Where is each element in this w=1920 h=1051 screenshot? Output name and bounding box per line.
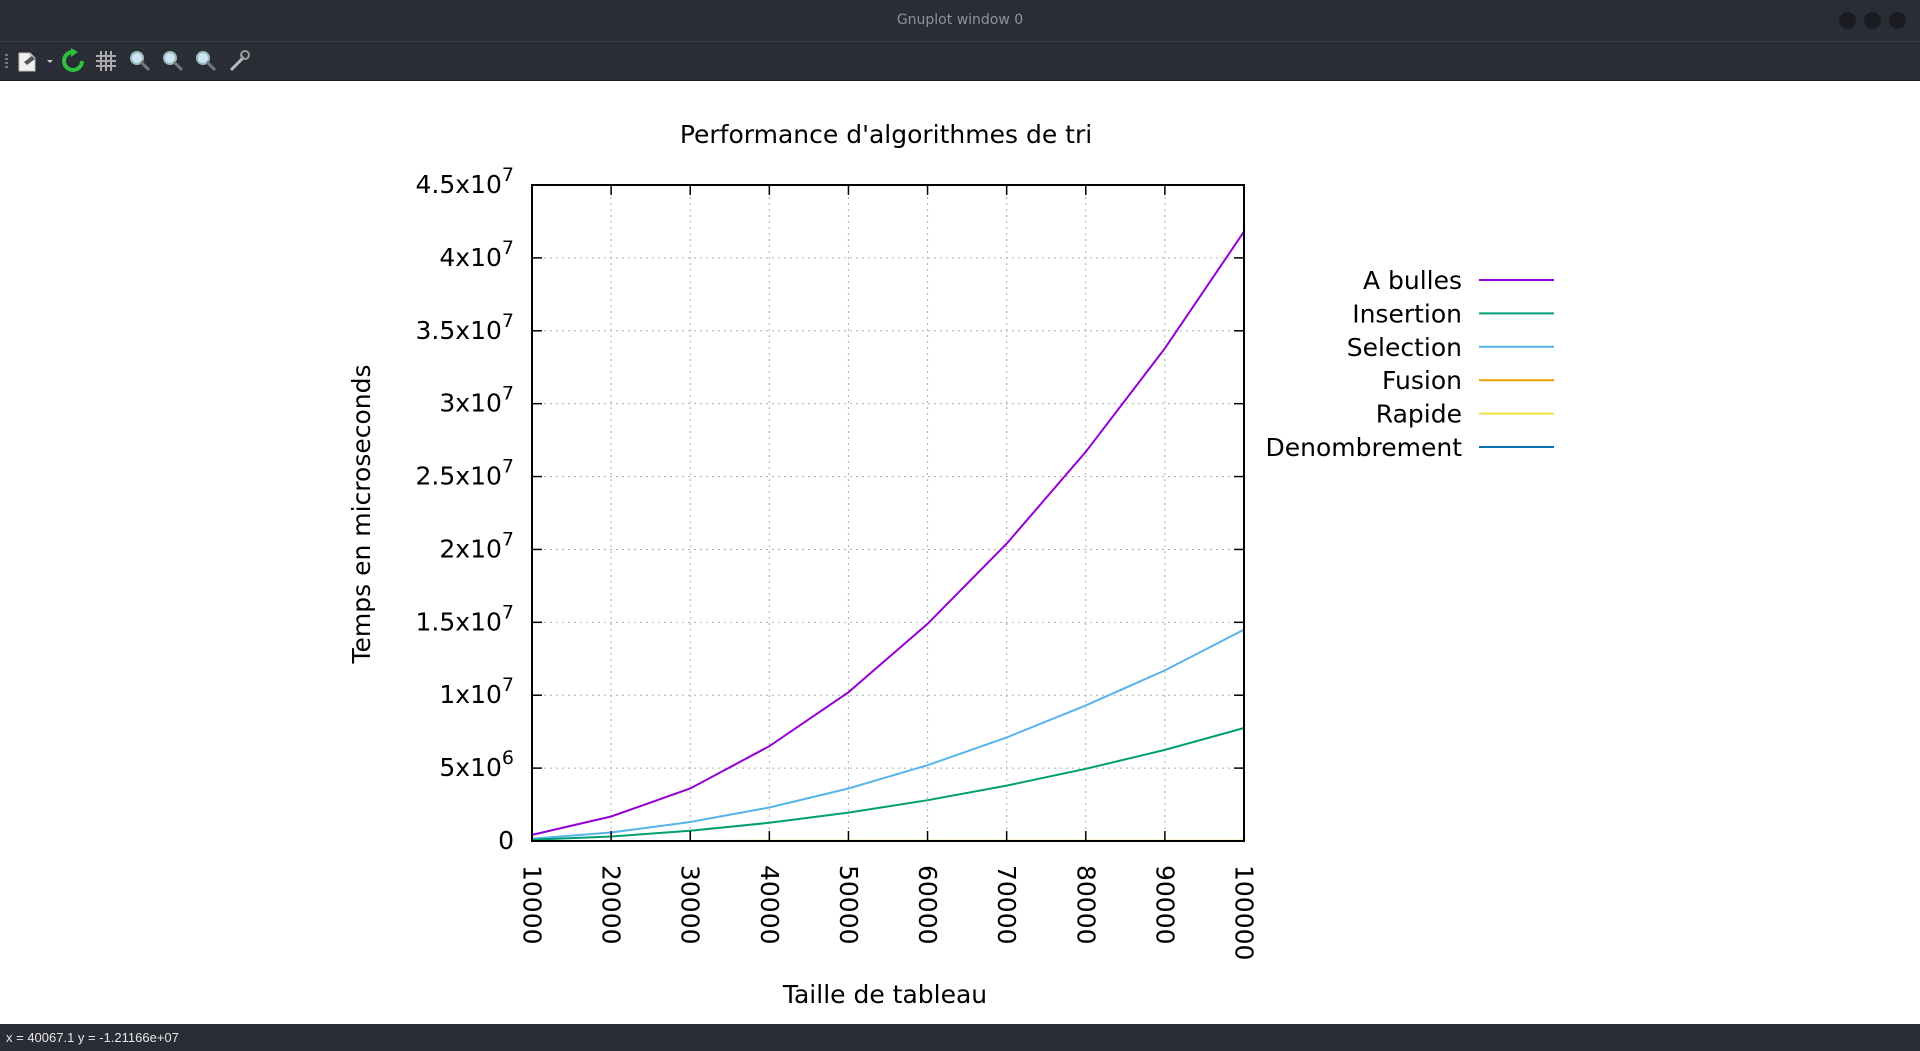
x-tick-label: 30000 [676,865,705,945]
series-line-selection [531,628,1245,840]
y-tick-label: 4.5x107 [416,164,514,199]
zoom-previous-icon [130,51,151,72]
series-lines [531,231,1245,842]
zoom-previous-button[interactable] [127,48,153,74]
y-tick-label: 0 [498,826,514,855]
y-axis-label: Temps en microseconds [347,364,376,664]
x-tick-label: 50000 [834,865,863,945]
title-bar: Gnuplot window 0 [0,0,1920,42]
y-tick-label: 1x107 [439,674,514,709]
x-tick-label: 60000 [913,865,942,945]
chart[interactable]: Performance d'algorithmes de tri Temps e… [0,81,1920,1024]
x-tick-label: 80000 [1071,865,1100,945]
x-tick-label: 70000 [992,865,1021,945]
x-tick-label: 90000 [1150,865,1179,945]
config-button[interactable] [226,48,252,74]
legend-label: Selection [1347,333,1462,362]
zoom-next-button[interactable] [160,48,186,74]
legend-label: A bulles [1363,266,1462,295]
y-tick-label: 3.5x107 [416,310,514,345]
plot-area[interactable]: Performance d'algorithmes de tri Temps e… [0,81,1920,1024]
config-icon [229,50,250,72]
autoscale-icon [196,51,217,72]
grid-icon [96,51,116,71]
ticks: 10000 20000 30000 40000 50000 60000 70000 80000… [416,164,1259,960]
autoscale-button[interactable] [193,48,219,74]
export-icon [18,52,53,72]
series-line-insertion [531,727,1245,841]
status-bar: x = 40067.1 y = -1.21166e+07 [0,1025,1920,1051]
y-tick-label: 1.5x107 [416,601,514,636]
chart-title: Performance d'algorithmes de tri [680,120,1092,149]
minimize-button[interactable] [1839,12,1856,29]
y-tick-label: 3x107 [439,383,514,418]
window-controls [1839,12,1906,29]
coordinate-readout: x = 40067.1 y = -1.21166e+07 [6,1030,179,1045]
x-tick-label: 40000 [755,865,784,945]
replot-button[interactable] [60,48,86,74]
x-tick-label: 10000 [518,865,547,945]
x-tick-label: 20000 [597,865,626,945]
legend-label: Insertion [1352,299,1462,328]
x-axis-label: Taille de tableau [782,980,987,1009]
plot-border [531,184,1245,842]
y-tick-label: 2.5x107 [416,456,514,491]
y-tick-label: 5x106 [439,747,514,782]
series-line-a-bulles [531,231,1245,836]
export-button[interactable] [14,48,54,74]
toolbar-grip[interactable] [5,54,8,70]
window-title: Gnuplot window 0 [896,12,1024,28]
maximize-button[interactable] [1864,12,1881,29]
y-tick-label: 2x107 [439,528,514,563]
close-button[interactable] [1889,12,1906,29]
grid-button[interactable] [93,48,119,74]
legend-label: Rapide [1376,400,1462,429]
replot-icon [62,48,84,72]
legend-label: Fusion [1382,366,1462,395]
y-tick-label: 4x107 [439,237,514,272]
legend-label: Denombrement [1266,433,1463,462]
x-tick-label: 100000 [1230,865,1259,960]
zoom-next-icon [163,51,184,72]
grid [532,185,1244,841]
legend: A bulles Insertion Selection Fusion Rapide De… [1266,266,1554,462]
toolbar [0,42,1920,81]
